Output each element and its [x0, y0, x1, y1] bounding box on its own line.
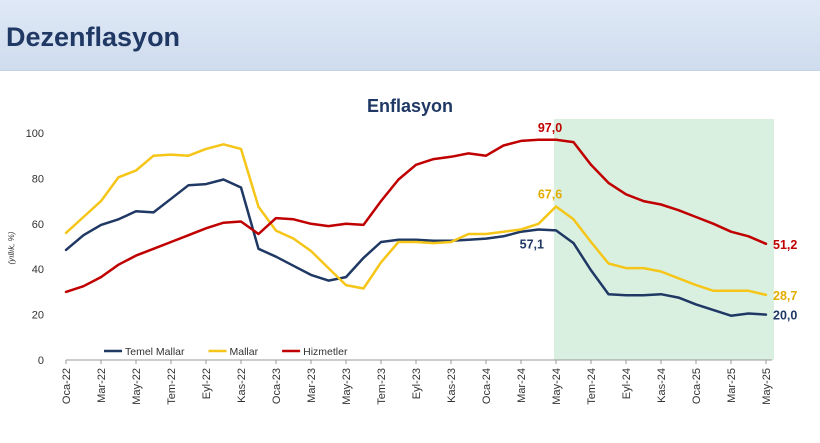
legend-label: Mallar	[230, 346, 259, 358]
data-label: 28,7	[773, 289, 797, 303]
x-tick-label: Oca-22	[61, 368, 73, 404]
page-title: Dezenflasyon	[6, 22, 181, 52]
series-line-mallar	[64, 143, 768, 297]
y-axis-label: (yıllık, %)	[7, 231, 16, 264]
x-tick-label: Tem-23	[376, 368, 388, 405]
x-tick-label: Mar-23	[306, 368, 318, 403]
highlight-region-layer	[554, 119, 774, 360]
header-band	[0, 0, 820, 71]
x-tick-label: May-22	[131, 368, 143, 405]
x-tick-label: Kas-23	[446, 368, 458, 403]
data-label-layer: 57,1 20,0 67,6 28,7 97,0 51,2	[520, 121, 798, 323]
y-tick-label: 20	[32, 310, 44, 322]
x-tick-label: Kas-24	[656, 368, 668, 403]
x-tick-label: Eyl-23	[411, 368, 423, 399]
chart-title: Enflasyon	[367, 96, 453, 116]
x-tick-label: Oca-24	[481, 368, 493, 404]
x-tick-label: May-23	[341, 368, 353, 405]
data-label: 97,0	[538, 121, 562, 135]
highlight-region	[554, 119, 774, 360]
y-tick-label: 0	[38, 355, 44, 367]
y-tick-label: 40	[32, 264, 44, 276]
x-tick-label: Oca-23	[271, 368, 283, 404]
x-tick-label: Mar-22	[96, 368, 108, 403]
series-layer	[64, 138, 768, 317]
x-tick-label: Mar-25	[726, 368, 738, 403]
y-tick-label: 60	[32, 219, 44, 231]
data-label: 51,2	[773, 238, 797, 252]
axis-layer: 0 20 40 60 80 100 Oca-22 Mar-22 May-22 Tem-22 Eyl-…	[26, 128, 773, 405]
x-tick-label: Tem-22	[166, 368, 178, 405]
x-tick-label: May-24	[551, 368, 563, 405]
series-line-temel-mallar	[64, 178, 768, 317]
x-tick-label: Eyl-22	[201, 368, 213, 399]
x-tick-label: Mar-24	[516, 368, 528, 403]
x-tick-label: Oca-25	[691, 368, 703, 404]
x-tick-label: Kas-22	[236, 368, 248, 403]
x-tick-label: Tem-24	[586, 368, 598, 405]
legend: Temel Mallar Mallar Hizmetler	[104, 346, 348, 358]
y-tick-label: 80	[32, 173, 44, 185]
x-tick-label: May-25	[761, 368, 773, 405]
y-tick-label: 100	[26, 128, 44, 140]
series-line-hizmetler	[64, 138, 768, 294]
data-label: 57,1	[520, 237, 544, 251]
x-tick-label: Eyl-24	[621, 368, 633, 399]
legend-label: Temel Mallar	[125, 346, 185, 358]
data-label: 67,6	[538, 188, 562, 202]
data-label: 20,0	[773, 309, 797, 323]
legend-label: Hizmetler	[303, 346, 348, 358]
